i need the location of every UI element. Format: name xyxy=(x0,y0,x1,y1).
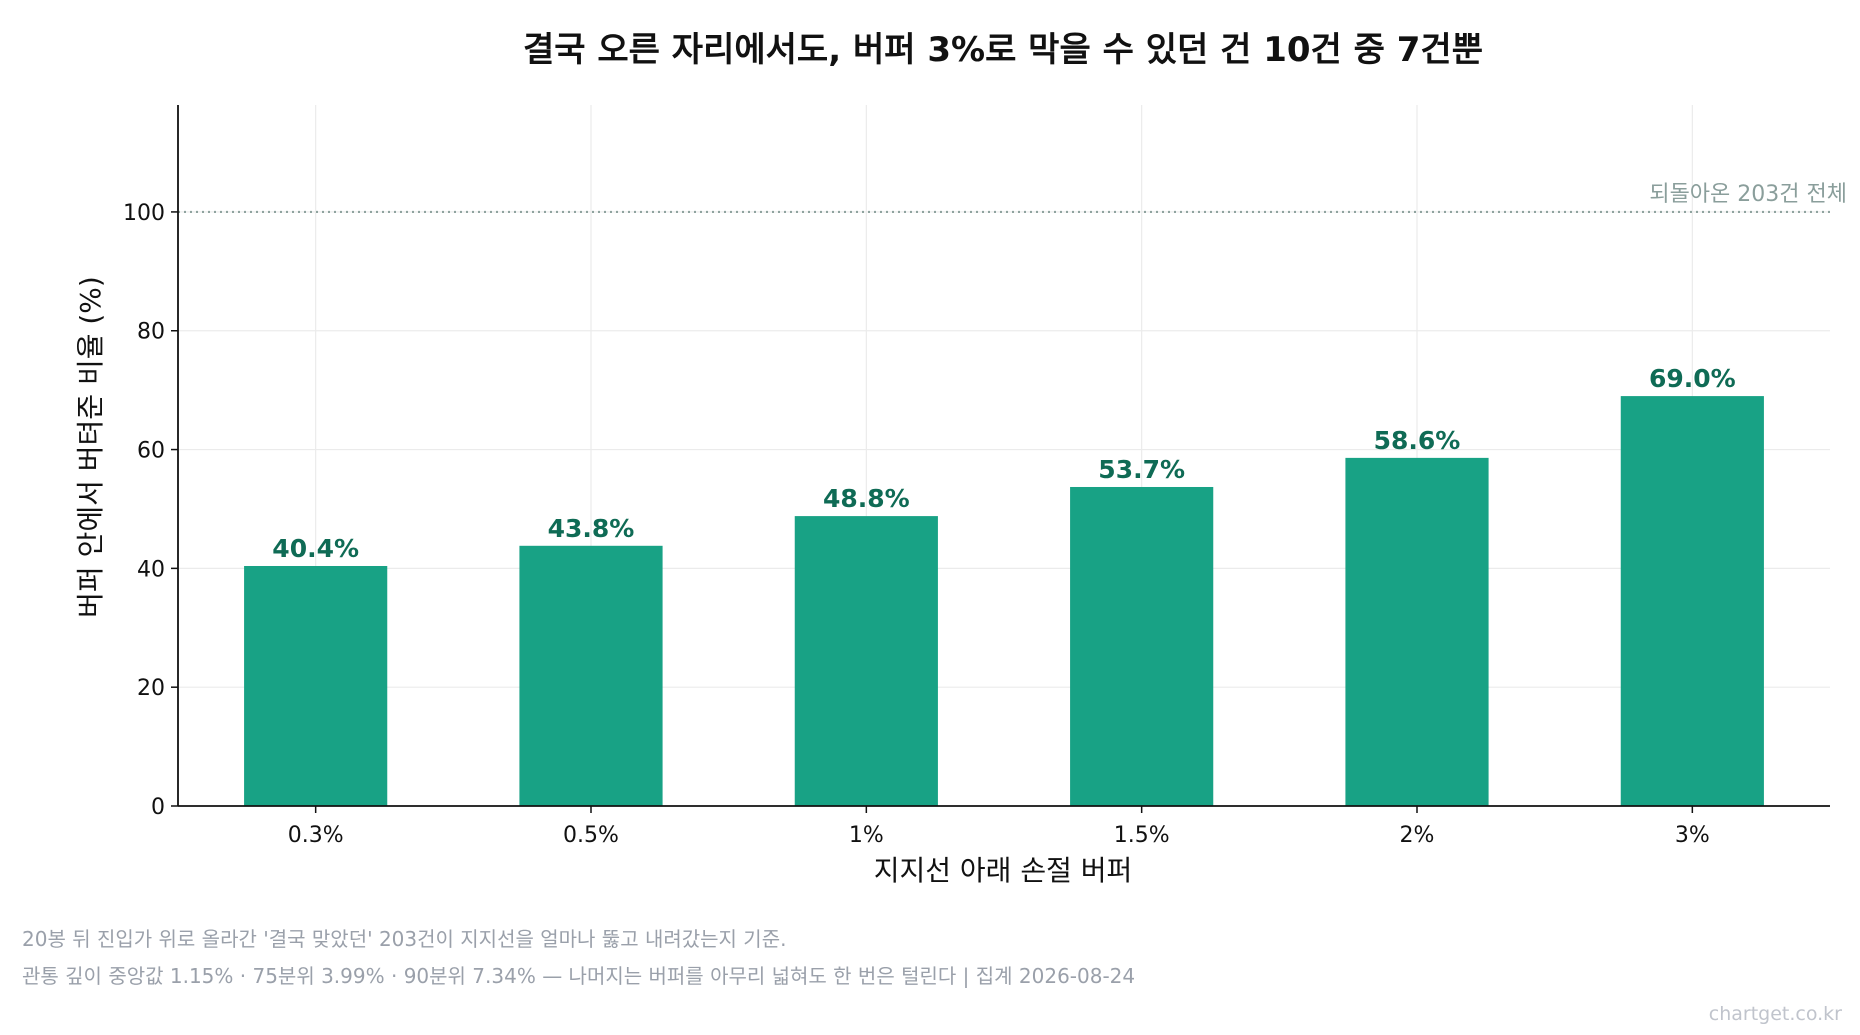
x-tick-label: 3% xyxy=(1675,823,1710,848)
data-label: 69.0% xyxy=(1649,364,1736,393)
watermark: chartget.co.kr xyxy=(1709,1003,1842,1025)
x-tick-label: 1.5% xyxy=(1114,823,1170,848)
y-tick-label: 40 xyxy=(137,557,165,582)
chart-title: 결국 오른 자리에서도, 버퍼 3%로 막을 수 있던 건 10건 중 7건뿐 xyxy=(523,30,1483,70)
x-tick-label: 0.3% xyxy=(288,823,344,848)
data-label: 58.6% xyxy=(1374,426,1461,455)
y-tick-label: 80 xyxy=(137,320,165,345)
x-tick-label: 0.5% xyxy=(563,823,619,848)
bar xyxy=(519,545,663,806)
data-label: 43.8% xyxy=(548,514,635,543)
reference-line-label: 되돌아온 203건 전체 xyxy=(1649,182,1847,207)
y-axis-label: 버퍼 안에서 버텨준 비율 (%) xyxy=(74,276,107,618)
y-tick-label: 100 xyxy=(123,201,165,226)
bars: 40.4% 43.8% 48.8% 53.7% 58.6% 69.0% xyxy=(244,364,1764,806)
data-label: 53.7% xyxy=(1098,455,1185,484)
bar xyxy=(1345,457,1489,806)
x-tick-label: 1% xyxy=(849,823,884,848)
reference-line-group: 되돌아온 203건 전체 xyxy=(178,182,1847,214)
grid xyxy=(178,105,1830,807)
y-tick-label: 0 xyxy=(151,795,165,820)
x-axis-label: 지지선 아래 손절 버퍼 xyxy=(874,854,1133,887)
bar xyxy=(794,516,938,806)
axes: 0 20 40 60 80 100 0.3% 0.5% 1% 1.5% 2% 3% xyxy=(123,105,1830,848)
y-tick-label: 60 xyxy=(137,439,165,464)
y-tick-label: 20 xyxy=(137,676,165,701)
bar xyxy=(1620,396,1764,806)
footnote-line-1: 20봉 뒤 진입가 위로 올라간 '결국 맞았던' 203건이 지지선을 얼마나… xyxy=(22,927,786,951)
footnote-line-2: 관통 깊이 중앙값 1.15% · 75분위 3.99% · 90분위 7.34… xyxy=(22,964,1135,988)
x-tick-label: 2% xyxy=(1400,823,1435,848)
data-label: 48.8% xyxy=(823,484,910,513)
data-label: 40.4% xyxy=(272,534,359,563)
bar xyxy=(244,565,388,806)
bar xyxy=(1070,486,1214,806)
